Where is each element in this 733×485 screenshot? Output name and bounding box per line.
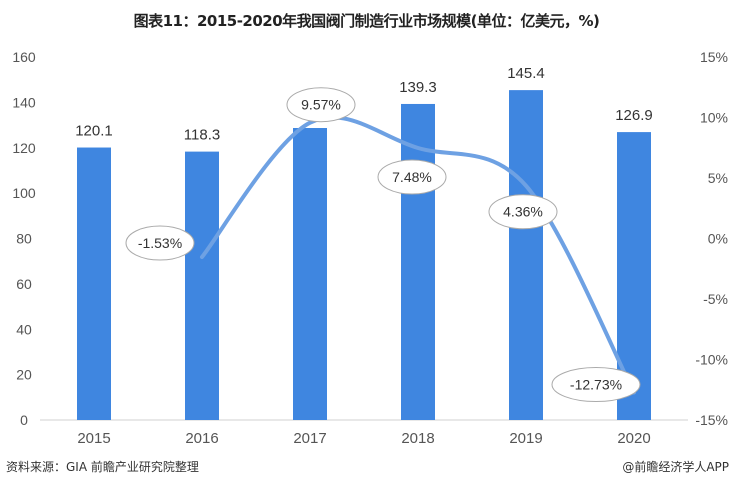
line-label-2020: -12.73%	[570, 377, 622, 393]
bar-2019	[509, 90, 543, 420]
line-label-2016: -1.53%	[138, 235, 182, 251]
right-axis-tick: -10%	[695, 352, 728, 368]
line-label-bubble-2018	[377, 159, 447, 195]
x-axis-tick: 2016	[185, 430, 218, 447]
x-axis-tick: 2017	[293, 430, 326, 447]
right-axis-tick: -15%	[695, 412, 728, 428]
bar-label-2018: 139.3	[399, 79, 437, 96]
line-label-2019: 4.36%	[503, 204, 543, 220]
line-label-2018: 7.48%	[392, 169, 432, 185]
x-axis-tick: 2020	[617, 430, 650, 447]
chart-title: 图表11：2015-2020年我国阀门制造行业市场规模(单位：亿美元，%)	[133, 12, 600, 30]
x-axis-tick: 2018	[401, 430, 434, 447]
left-axis-tick: 160	[12, 49, 36, 65]
bar-label-2020: 126.9	[615, 107, 653, 124]
left-axis-tick: 20	[16, 367, 32, 383]
left-axis-tick: 60	[16, 276, 32, 292]
right-axis-tick: 15%	[700, 49, 728, 65]
left-axis-tick: 0	[20, 412, 28, 428]
line-label-2017: 9.57%	[301, 97, 341, 113]
source-note: 资料来源：GIA 前瞻产业研究院整理	[6, 460, 199, 474]
bar-2016	[185, 151, 219, 420]
bar-label-2016: 118.3	[184, 127, 220, 144]
growth-line	[200, 115, 636, 395]
right-axis-tick: 0%	[708, 231, 728, 247]
right-axis-tick: 10%	[700, 110, 728, 126]
left-axis-tick: 40	[16, 321, 32, 337]
left-axis-tick: 120	[12, 140, 36, 156]
right-axis-tick: -5%	[703, 291, 728, 307]
bar-2017	[293, 128, 327, 420]
bar-2018	[401, 103, 435, 420]
left-axis-tick: 80	[16, 231, 32, 247]
credit-note: @前瞻经济学人APP	[622, 460, 729, 474]
bar-2015	[77, 147, 111, 420]
line-label-bubble-2016	[125, 225, 195, 261]
line-label-bubble-2017	[286, 87, 356, 123]
line-label-bubble-2019	[488, 194, 558, 230]
x-axis-tick: 2015	[77, 430, 110, 447]
bar-label-2019: 145.4	[507, 65, 545, 82]
line-label-bubble-2020	[551, 367, 641, 403]
x-axis-tick: 2019	[509, 430, 542, 447]
right-axis-tick: 5%	[708, 170, 728, 186]
left-axis-tick: 100	[12, 185, 36, 201]
bar-label-2015: 120.1	[75, 123, 113, 140]
left-axis-tick: 140	[12, 94, 36, 110]
